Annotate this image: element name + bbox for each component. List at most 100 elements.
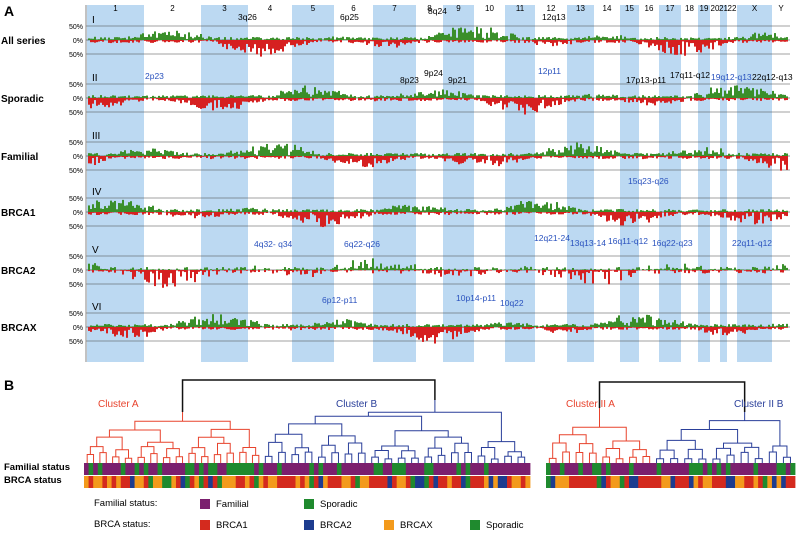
status-cell <box>189 463 195 475</box>
status-cell <box>263 476 269 488</box>
status-cell <box>203 476 209 488</box>
status-cell <box>456 463 462 475</box>
status-cell <box>313 476 319 488</box>
cnv-annotation: 12q21-24 <box>534 233 570 243</box>
status-cell <box>336 476 342 488</box>
chromosome-label: 5 <box>311 4 316 13</box>
status-cell <box>516 476 522 488</box>
status-cell <box>725 476 731 488</box>
legend-swatch-brca-sporadic <box>470 520 480 530</box>
track-label-familial: Familial status <box>4 462 70 473</box>
cnv-annotation: 16q22-q23 <box>652 238 693 248</box>
status-cell <box>419 463 425 475</box>
status-cell <box>771 463 777 475</box>
status-cell <box>624 463 630 475</box>
status-cell <box>341 476 347 488</box>
annotations: 3q26 6p25 8q24 12q13 8p23 9p24 9p21 17p13-p11 17… <box>145 6 793 308</box>
status-cell <box>341 463 347 475</box>
status-cell <box>721 476 727 488</box>
status-cell <box>162 463 168 475</box>
status-cell <box>652 476 658 488</box>
status-cell <box>258 463 264 475</box>
chromosome-label: Y <box>778 4 784 13</box>
status-cell <box>493 476 499 488</box>
status-cell <box>433 463 439 475</box>
status-cell <box>479 463 485 475</box>
status-cell <box>244 463 250 475</box>
status-cell <box>194 476 200 488</box>
cnv-annotation: 6p12-p11 <box>322 295 358 305</box>
profile-row: IV BRCA1 50% 0% 50% <box>1 187 790 231</box>
chromosome-label: 6 <box>351 4 356 13</box>
status-cell <box>776 463 782 475</box>
status-cell <box>762 463 768 475</box>
status-cell <box>267 463 273 475</box>
status-cell <box>619 463 625 475</box>
status-cell <box>405 476 411 488</box>
chromosome-label: 4 <box>268 4 273 13</box>
status-cell <box>405 463 411 475</box>
status-cell <box>323 476 329 488</box>
status-cell <box>502 476 508 488</box>
chromosome-label: 20 <box>711 4 720 13</box>
status-cell <box>748 463 754 475</box>
status-cell <box>428 463 434 475</box>
row-roman-numeral: VI <box>92 302 101 313</box>
status-cell <box>712 463 718 475</box>
status-cell <box>424 476 430 488</box>
status-cell <box>226 476 232 488</box>
status-cell <box>171 463 177 475</box>
status-cell <box>221 463 227 475</box>
status-cell <box>497 463 503 475</box>
legend-brca-title: BRCA status: <box>94 519 151 530</box>
status-cell <box>286 463 292 475</box>
status-cell <box>735 463 741 475</box>
chromosome-label: 21 <box>719 4 728 13</box>
row-name: Sporadic <box>1 94 44 105</box>
row-roman-numeral: I <box>92 15 95 26</box>
status-cell <box>281 476 287 488</box>
status-cell <box>592 463 598 475</box>
row-tick-label: 50% <box>69 82 83 89</box>
status-cell <box>488 476 494 488</box>
status-cell <box>474 476 480 488</box>
row-tick-label: 50% <box>69 339 83 346</box>
status-cell <box>175 476 181 488</box>
row-tick-label: 50% <box>69 224 83 231</box>
status-cell <box>619 476 625 488</box>
status-cell <box>461 476 467 488</box>
status-cell <box>776 476 782 488</box>
legend-brca2-label: BRCA2 <box>320 520 352 531</box>
profile-row: VI BRCAX 50% 0% 50% <box>1 302 790 346</box>
chromosome-label: 11 <box>516 4 525 13</box>
status-cell <box>702 463 708 475</box>
cluster-iia-label: Cluster II A <box>566 399 615 410</box>
status-cell <box>346 476 352 488</box>
status-cell <box>332 476 338 488</box>
chromosome-band <box>87 5 144 362</box>
chromosome-band <box>443 5 474 362</box>
status-cell <box>716 463 722 475</box>
row-roman-numeral: III <box>92 131 100 142</box>
status-cell <box>254 476 260 488</box>
status-cell <box>707 476 713 488</box>
status-cell <box>290 463 296 475</box>
status-cell <box>484 463 490 475</box>
legend-familial-title: Familial status: <box>94 498 157 509</box>
status-cell <box>286 476 292 488</box>
chromosome-label: 15 <box>625 4 634 13</box>
chromosome-label: 18 <box>685 4 694 13</box>
status-cell <box>369 476 375 488</box>
row-tick-label: 0% <box>73 325 83 332</box>
status-cell <box>647 463 653 475</box>
status-cell <box>148 476 154 488</box>
cnv-annotation: 2p23 <box>145 71 164 81</box>
status-cell <box>143 463 149 475</box>
status-cell <box>304 476 310 488</box>
status-cell <box>753 463 759 475</box>
status-cell <box>208 476 214 488</box>
status-cell <box>555 476 561 488</box>
status-cell <box>332 463 338 475</box>
status-cell <box>693 476 699 488</box>
status-cell <box>573 476 579 488</box>
